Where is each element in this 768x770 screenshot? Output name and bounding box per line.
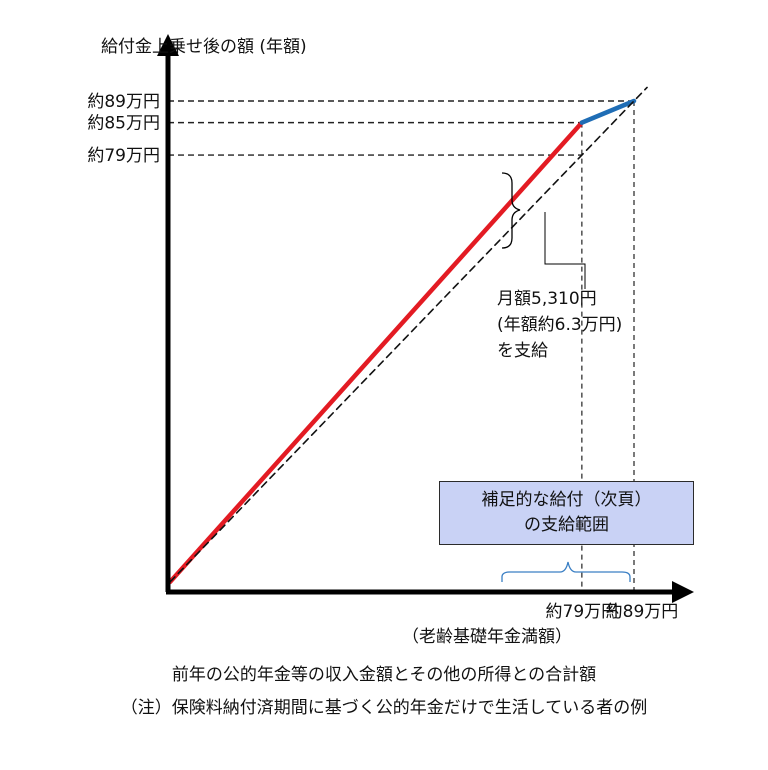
x-tick-note: （老齢基礎年金満額） xyxy=(402,627,572,647)
series-line-1 xyxy=(579,98,637,125)
callout-line-2: (年額約6.3万円) xyxy=(497,315,623,335)
range-box-line-1: 補足的な給付（次頁） xyxy=(481,490,652,510)
y-tick-label: 約89万円 xyxy=(87,92,160,112)
x-range-bracket xyxy=(501,561,631,582)
x-axis-arrow xyxy=(672,581,694,603)
callout-line-3: を支給 xyxy=(497,341,548,361)
range-box-line-2: の支給範囲 xyxy=(524,515,609,535)
y-tick-label: 約85万円 xyxy=(87,114,160,134)
y-difference-bracket xyxy=(501,172,521,249)
callout-leader xyxy=(544,212,586,289)
x-tick-label: 約79万円 xyxy=(546,602,619,622)
y-axis-arrow xyxy=(157,34,179,56)
y-axis-title: 給付金上乗せ後の額 (年額) xyxy=(101,37,307,57)
series-line-0 xyxy=(167,120,585,585)
reference-line xyxy=(169,86,648,583)
x-tick-label: 約89万円 xyxy=(606,602,679,622)
range-box: 補足的な給付（次頁） の支給範囲 xyxy=(439,481,694,545)
callout-line-1: 月額5,310円 xyxy=(497,289,597,309)
series-group xyxy=(167,86,648,585)
x-axis-title: 前年の公的年金等の収入金額とその他の所得との合計額 xyxy=(171,665,597,685)
callout-text: 月額5,310円 (年額約6.3万円) を支給 xyxy=(497,286,622,364)
footnote: （注）保険料納付済期間に基づく公的年金だけで生活している者の例 xyxy=(120,698,648,718)
y-tick-label: 約79万円 xyxy=(87,146,160,166)
